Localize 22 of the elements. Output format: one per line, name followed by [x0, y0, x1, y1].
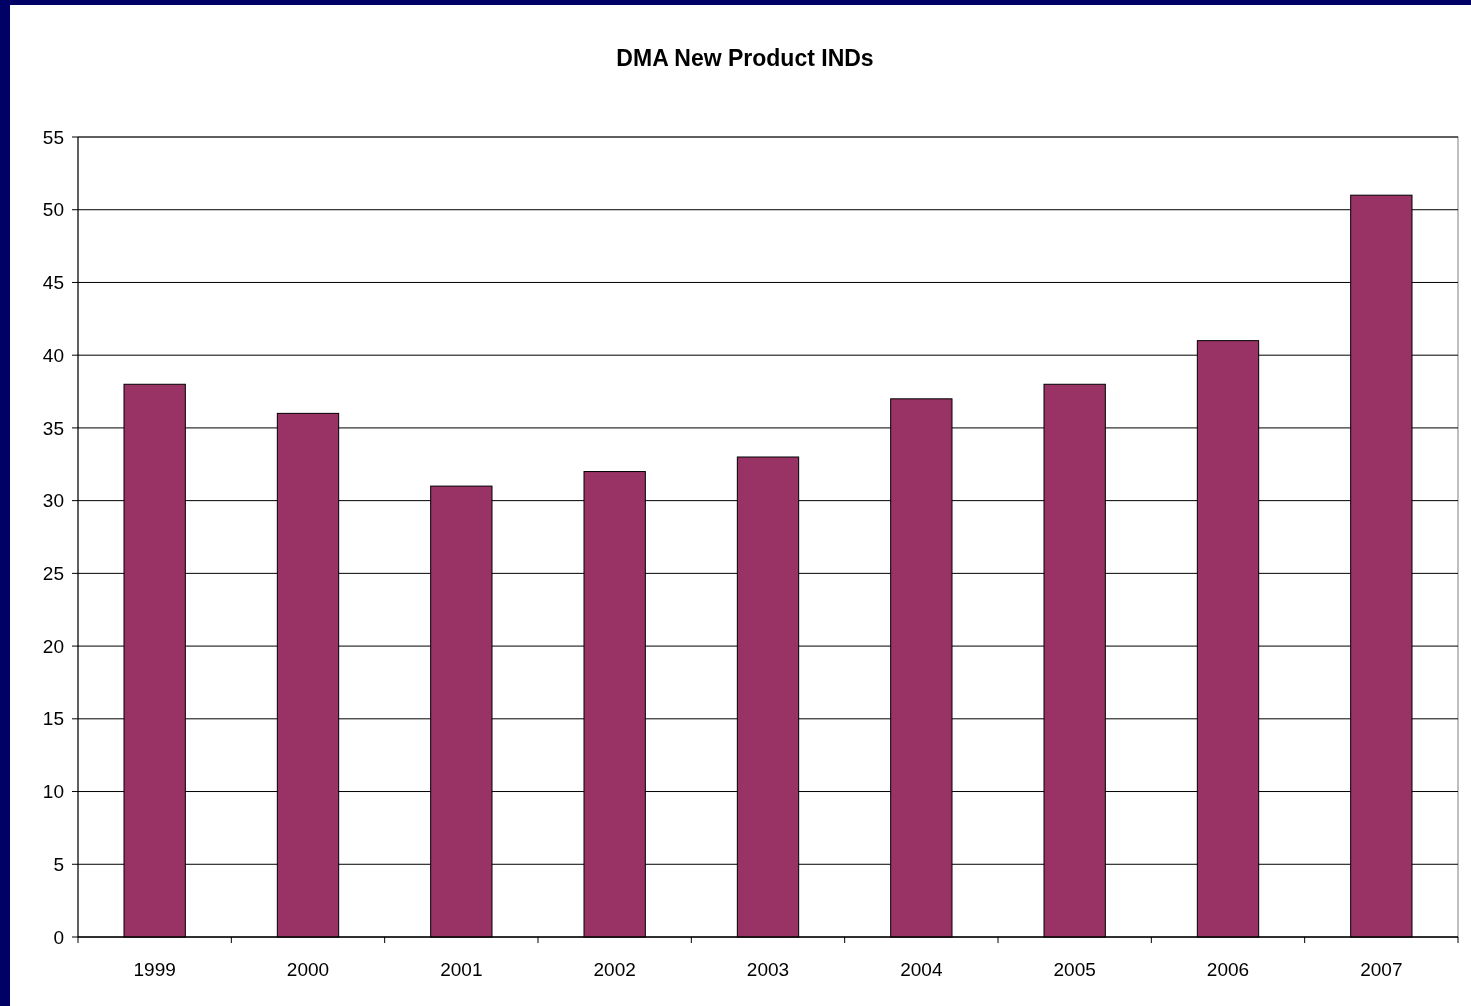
y-tick-label: 0 — [53, 926, 64, 948]
x-tick-label: 2007 — [1360, 959, 1403, 980]
y-tick-label: 15 — [42, 708, 64, 730]
y-tick-label: 20 — [42, 635, 64, 657]
y-tick-label: 5 — [53, 853, 64, 875]
chart-title: DMA New Product INDs — [616, 45, 874, 71]
y-tick-label: 30 — [42, 490, 64, 512]
y-tick-label: 25 — [42, 563, 64, 585]
x-tick-label: 2005 — [1053, 959, 1096, 980]
y-tick-label: 55 — [42, 126, 64, 148]
x-tick-label: 2001 — [440, 959, 483, 980]
x-tick-label: 2003 — [746, 959, 790, 980]
y-tick-label: 10 — [42, 781, 64, 803]
x-tick-label: 1999 — [133, 959, 176, 980]
y-tick-label: 35 — [42, 417, 64, 439]
x-tick-label: 2000 — [286, 959, 330, 980]
x-tick-label: 2006 — [1206, 959, 1250, 980]
x-tick-label: 2002 — [593, 959, 636, 980]
y-tick-label: 45 — [42, 272, 64, 294]
y-tick-label: 40 — [42, 344, 64, 366]
y-tick-label: 50 — [42, 199, 64, 221]
x-tick-label: 2004 — [900, 959, 943, 980]
